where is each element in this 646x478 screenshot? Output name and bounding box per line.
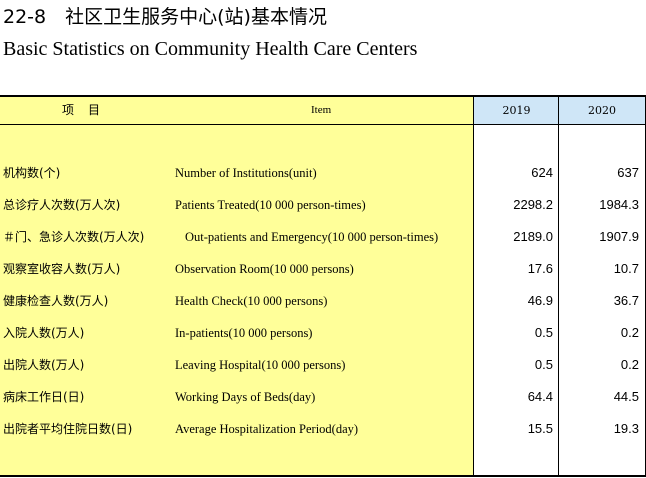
- row-label-chinese: 健康检查人数(万人): [3, 294, 109, 308]
- page-title-english: Basic Statistics on Community Health Car…: [3, 38, 418, 60]
- table-row: 出院者平均住院日数(日) Average Hospitalization Peri…: [0, 419, 646, 439]
- value-2019: 17.6: [527, 261, 553, 276]
- value-2020: 19.3: [613, 421, 639, 436]
- table-row: 观察室收容人数(万人) Observation Room(10 000 perso…: [0, 259, 646, 279]
- row-label-chinese: 观察室收容人数(万人): [3, 262, 121, 276]
- table-row: 入院人数(万人) In-patients(10 000 persons) 0.5 0.…: [0, 323, 646, 343]
- value-2019: 0.5: [534, 357, 553, 372]
- value-2020: 36.7: [613, 293, 639, 308]
- row-label-english: Leaving Hospital(10 000 persons): [175, 358, 346, 372]
- value-2020: 44.5: [613, 389, 639, 404]
- statistics-table: 项目 Item 2019 2020 机构数(个) Number of Instit…: [0, 95, 646, 478]
- page-title-chinese: 22-8 社区卫生服务中心(站)基本情况: [3, 6, 327, 28]
- value-2019: 64.4: [527, 389, 553, 404]
- value-2019: 15.5: [527, 421, 553, 436]
- table-row: ＃门、急诊人次数(万人次) Out-patients and Emergency(…: [0, 227, 646, 247]
- row-label-english: Working Days of Beds(day): [175, 390, 316, 404]
- value-2019: 624: [531, 165, 553, 180]
- header-year-2020: 2020: [588, 104, 616, 117]
- table-row: 出院人数(万人) Leaving Hospital(10 000 persons)…: [0, 355, 646, 375]
- row-label-chinese: 总诊疗人次数(万人次): [3, 198, 121, 212]
- row-label-english: Out-patients and Emergency(10 000 person…: [185, 230, 439, 244]
- year-header-background: [474, 97, 646, 124]
- row-label-english: Health Check(10 000 persons): [175, 294, 328, 308]
- table-header-rule: [0, 124, 646, 125]
- column-divider-item: [473, 97, 474, 475]
- table-row: 病床工作日(日) Working Days of Beds(day) 64.4 44.…: [0, 387, 646, 407]
- row-label-english: Patients Treated(10 000 person-times): [175, 198, 366, 212]
- value-2019: 2298.2: [513, 197, 553, 212]
- value-2019: 46.9: [527, 293, 553, 308]
- value-2020: 637: [617, 165, 639, 180]
- value-2020: 1907.9: [599, 229, 639, 244]
- table-bottom-rule: [0, 475, 646, 477]
- table-top-rule: [0, 95, 646, 97]
- row-label-chinese: 出院人数(万人): [3, 358, 85, 372]
- value-2020: 0.2: [620, 357, 639, 372]
- row-label-chinese: 病床工作日(日): [3, 390, 85, 404]
- value-2020: 0.2: [620, 325, 639, 340]
- row-label-english: Average Hospitalization Period(day): [175, 422, 359, 436]
- value-2020: 10.7: [613, 261, 639, 276]
- value-2020: 1984.3: [599, 197, 639, 212]
- row-label-chinese: 机构数(个): [3, 166, 61, 180]
- value-2019: 0.5: [534, 325, 553, 340]
- row-label-chinese: 入院人数(万人): [3, 326, 85, 340]
- column-divider-year: [558, 97, 559, 475]
- row-label-english: Number of Institutions(unit): [175, 166, 317, 180]
- table-row: 机构数(个) Number of Institutions(unit) 624 637: [0, 163, 646, 183]
- header-item-english: Item: [311, 104, 332, 116]
- row-label-english: In-patients(10 000 persons): [175, 326, 313, 340]
- header-item-chinese: 项目: [62, 103, 115, 117]
- row-label-chinese: ＃门、急诊人次数(万人次): [3, 230, 145, 244]
- table-row: 总诊疗人次数(万人次) Patients Treated(10 000 perso…: [0, 195, 646, 215]
- row-label-chinese: 出院者平均住院日数(日): [3, 422, 133, 436]
- value-2019: 2189.0: [513, 229, 553, 244]
- row-label-english: Observation Room(10 000 persons): [175, 262, 354, 276]
- header-year-2019: 2019: [502, 104, 531, 117]
- label-column-background: [0, 97, 474, 475]
- table-row: 健康检查人数(万人) Health Check(10 000 persons) 46…: [0, 291, 646, 311]
